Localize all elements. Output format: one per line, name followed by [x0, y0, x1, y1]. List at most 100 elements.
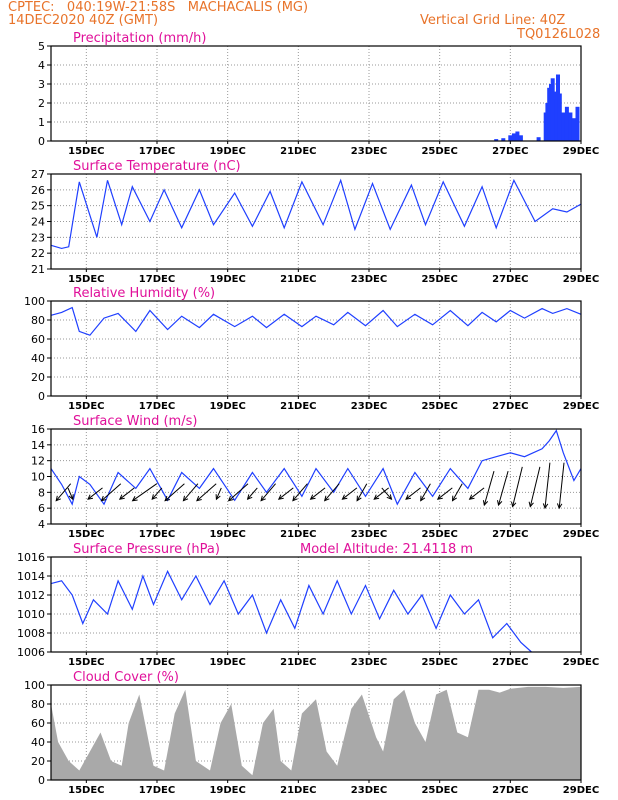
precip-bar — [518, 135, 523, 141]
x-tick-label: 29DEC — [563, 401, 599, 412]
y-tick-label: 1008 — [17, 627, 45, 640]
x-tick-label: 17DEC — [139, 274, 175, 285]
series-line — [50, 429, 582, 506]
x-tick-label: 15DEC — [68, 146, 104, 157]
y-tick-label: 4 — [38, 518, 45, 531]
wind-arrow-head — [260, 495, 266, 502]
x-tick-label: 23DEC — [351, 657, 387, 668]
y-tick-label: 100 — [24, 295, 45, 308]
y-tick-label: 21 — [31, 263, 45, 276]
wind-arrow-head — [373, 494, 380, 500]
panel-frame — [50, 556, 582, 653]
wind-arrow-head — [323, 495, 330, 502]
y-tick-label: 0 — [38, 135, 45, 148]
y-tick-label: 0 — [38, 774, 45, 787]
series-line — [50, 569, 532, 653]
precip-bar — [557, 93, 562, 141]
x-tick-label: 15DEC — [68, 274, 104, 285]
x-tick-label: 19DEC — [209, 401, 245, 412]
wind-arrow — [529, 466, 541, 507]
x-tick-label: 21DEC — [280, 401, 316, 412]
y-tick-label: 23 — [31, 231, 45, 244]
wind-arrow — [119, 487, 135, 500]
x-tick-label: 23DEC — [351, 146, 387, 157]
wind-arrow-head — [68, 494, 74, 501]
wind-arrow-head — [309, 494, 316, 500]
wind-arrow — [342, 487, 358, 500]
wind-arrow — [278, 487, 294, 500]
y-tick-label: 100 — [24, 679, 45, 692]
y-tick-label: 1010 — [17, 608, 45, 621]
x-tick-label: 23DEC — [351, 401, 387, 412]
wind-arrow-head — [556, 503, 563, 510]
y-tick-label: 12 — [31, 455, 45, 468]
wind-arrow-head — [468, 494, 475, 500]
x-tick-label: 25DEC — [421, 274, 457, 285]
wind-arrow-head — [55, 495, 61, 502]
wind-arrow-head — [497, 500, 503, 507]
y-tick-label: 14 — [31, 439, 45, 452]
header-datetime: 14DEC2020 40Z (GMT) — [8, 13, 159, 28]
y-tick-label: 20 — [31, 755, 45, 768]
y-tick-label: 1012 — [17, 589, 45, 602]
y-tick-label: 26 — [31, 184, 45, 197]
wind-arrow — [164, 483, 185, 502]
x-tick-label: 25DEC — [421, 401, 457, 412]
x-tick-label: 29DEC — [563, 274, 599, 285]
x-tick-label: 21DEC — [280, 657, 316, 668]
series-line — [50, 306, 582, 336]
wind-arrow-head — [528, 501, 534, 508]
x-tick-label: 27DEC — [492, 401, 528, 412]
panel-title: Surface Pressure (hPa) — [73, 542, 220, 557]
panel-title: Precipitation (mm/h) — [73, 31, 206, 46]
panel-4: 4 6 8 10 12 14 16 15DEC 17DEC 19DEC 21DEC 23DEC 25DE… — [31, 414, 599, 540]
y-tick-label: 8 — [38, 486, 45, 499]
y-tick-label: 1016 — [17, 551, 45, 564]
precip-bar — [494, 139, 499, 141]
wind-arrow — [260, 483, 276, 502]
x-tick-label: 23DEC — [351, 529, 387, 540]
y-tick-label: 24 — [31, 216, 45, 229]
x-tick-label: 27DEC — [492, 146, 528, 157]
y-tick-label: 3 — [38, 78, 45, 91]
wind-arrow — [373, 487, 390, 500]
x-tick-label: 25DEC — [421, 146, 457, 157]
x-tick-label: 27DEC — [492, 529, 528, 540]
x-tick-label: 15DEC — [68, 529, 104, 540]
wind-arrow-head — [511, 501, 517, 508]
wind-arrow — [381, 487, 392, 500]
x-tick-label: 19DEC — [209, 274, 245, 285]
wind-arrow — [356, 483, 368, 501]
x-tick-label: 21DEC — [280, 146, 316, 157]
wind-arrow — [310, 487, 326, 500]
cloud-area — [51, 686, 581, 780]
precip-bar — [508, 135, 513, 141]
x-tick-label: 15DEC — [68, 657, 104, 668]
wind-arrow-head — [118, 494, 125, 500]
y-tick-label: 20 — [31, 371, 45, 384]
wind-arrow — [324, 483, 340, 502]
x-tick-label: 29DEC — [563, 785, 599, 796]
x-tick-label: 17DEC — [139, 785, 175, 796]
precip-bar — [568, 112, 573, 141]
wind-arrow-head — [341, 494, 348, 500]
wind-arrow — [405, 487, 421, 500]
y-tick-label: 4 — [38, 59, 45, 72]
panel-title: Surface Temperature (nC) — [73, 159, 241, 174]
wind-arrow-head — [182, 495, 189, 502]
y-tick-label: 80 — [31, 314, 45, 327]
y-tick-label: 25 — [31, 200, 45, 213]
panel-title: Relative Humidity (%) — [73, 286, 215, 301]
y-tick-label: 0 — [38, 390, 45, 403]
wind-arrow-head — [215, 494, 221, 501]
wind-arrow — [196, 483, 217, 502]
x-tick-label: 17DEC — [139, 401, 175, 412]
wind-arrow — [512, 466, 523, 507]
wind-vectors — [55, 462, 565, 510]
wind-arrow — [483, 470, 495, 506]
wind-arrow — [215, 487, 222, 500]
wind-arrow — [101, 483, 122, 502]
x-tick-label: 15DEC — [68, 785, 104, 796]
panel-title: Surface Wind (m/s) — [73, 414, 197, 429]
x-tick-label: 27DEC — [492, 274, 528, 285]
